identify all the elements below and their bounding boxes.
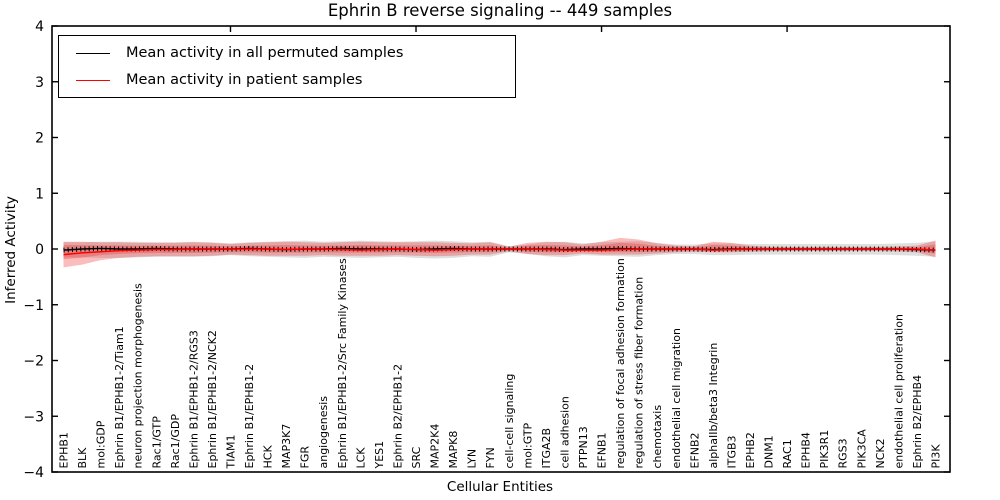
chart-title: Ephrin B reverse signaling -- 449 sample… (327, 1, 673, 20)
x-tick-label: chemotaxis (651, 405, 664, 469)
x-tick-label: mol:GDP (95, 420, 108, 468)
legend: Mean activity in all permuted samples Me… (58, 35, 516, 98)
legend-item-permuted: Mean activity in all permuted samples (76, 40, 515, 67)
x-tick-label: Rac1/GTP (150, 416, 163, 469)
x-tick-label: Rac1/GDP (169, 414, 182, 469)
x-tick-label: HCK (262, 445, 275, 469)
x-tick-label: EFNB1 (596, 432, 609, 468)
x-tick-label: YES1 (373, 441, 386, 470)
x-tick-label: RAC1 (781, 439, 794, 468)
x-axis-label: Cellular Entities (446, 479, 554, 495)
x-tick-label: regulation of focal adhesion formation (614, 258, 627, 468)
x-tick-label: Ephrin B2/EPHB1-2 (391, 364, 404, 469)
x-tick-label: LYN (466, 449, 479, 469)
x-tick-label: MAP2K4 (429, 424, 442, 469)
legend-label-permuted: Mean activity in all permuted samples (126, 45, 404, 61)
x-tick-label: EFNB2 (688, 432, 701, 468)
x-tick-label: MAPK8 (447, 431, 460, 469)
x-tick-label: EPHB2 (744, 432, 757, 468)
y-tick-label: −4 (23, 465, 44, 481)
legend-line-permuted-icon (76, 53, 110, 54)
x-tick-label: ITGA2B (540, 428, 553, 469)
x-tick-label: SRC (410, 446, 423, 468)
x-tick-label: RGS3 (837, 438, 850, 468)
y-tick-label: −1 (23, 298, 44, 314)
x-tick-label: BLK (76, 447, 89, 469)
x-tick-label: Ephrin B1/EPHB1-2/Tiam1 (113, 326, 126, 468)
x-tick-label: Ephrin B1/EPHB1-2/RGS3 (187, 330, 200, 468)
x-tick-label: alphaIIb/beta3 Integrin (707, 343, 720, 469)
patient-mean-line (63, 248, 936, 256)
y-tick-label: −2 (23, 354, 44, 370)
x-tick-label: angiogenesis (317, 396, 330, 469)
legend-label-patient: Mean activity in patient samples (126, 72, 363, 88)
x-tick-label: endothelial cell proliferation (892, 314, 905, 468)
y-tick-label: 3 (35, 75, 44, 91)
legend-line-patient-icon (76, 80, 110, 81)
x-tick-label: Ephrin B2/EPHB4 (911, 375, 924, 469)
x-tick-label: FGR (299, 446, 312, 469)
x-tick-label: Ephrin B1/EPHB1-2/NCK2 (206, 330, 219, 468)
x-tick-label: PTPN13 (577, 426, 590, 468)
y-tick-label: 4 (35, 19, 44, 35)
x-tick-label: EPHB4 (800, 432, 813, 468)
x-tick-label: ITGB3 (725, 435, 738, 468)
x-tick-label: NCK2 (874, 438, 887, 468)
patient-samples-envelope-band (63, 237, 936, 268)
x-tick-label: regulation of stress fiber formation (633, 277, 646, 469)
x-tick-label: mol:GTP (521, 422, 534, 468)
x-tick-label: DNM1 (763, 435, 776, 468)
y-tick-label: 1 (35, 186, 44, 202)
patient-envelope-inner-band (63, 242, 936, 260)
x-tick-label: neuron projection morphogenesis (132, 283, 145, 469)
x-tick-label: Ephrin B1/EPHB1-2 (243, 364, 256, 469)
x-tick-label: TIAM1 (224, 435, 237, 470)
y-tick-label: 2 (35, 131, 44, 147)
legend-item-patient: Mean activity in patient samples (76, 67, 515, 94)
x-tick-label: MAP3K7 (280, 424, 293, 469)
y-tick-label: 0 (35, 242, 44, 258)
x-tick-label: cell-cell signaling (503, 374, 516, 469)
x-tick-label: EPHB1 (58, 432, 71, 468)
x-tick-label: Ephrin B1/EPHB1-2/Src Family Kinases (336, 258, 349, 468)
x-tick-label: endothelial cell migration (670, 328, 683, 468)
x-tick-label: cell adhesion (558, 396, 571, 468)
y-tick-label: −3 (23, 409, 44, 425)
x-tick-label: FYN (484, 447, 497, 468)
x-tick-label: PI3K (930, 444, 943, 469)
x-tick-label: PIK3CA (855, 429, 868, 469)
x-tick-label: PIK3R1 (818, 430, 831, 469)
x-tick-label: LCK (354, 447, 367, 469)
